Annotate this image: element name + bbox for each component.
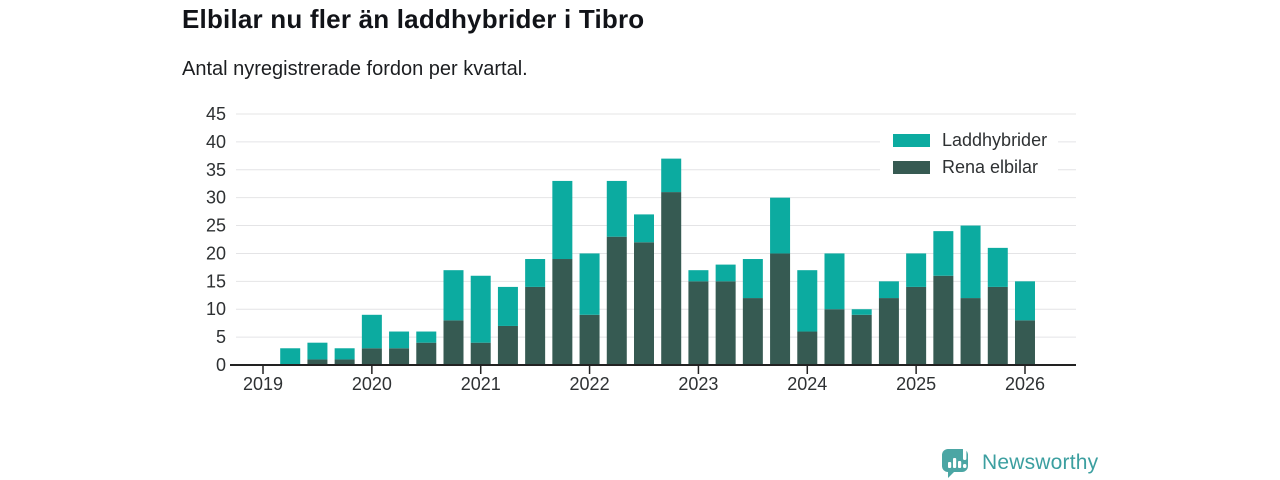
x-tick-label: 2021 [461,374,501,394]
bar-segment [742,298,763,365]
bar-segment [1014,281,1035,321]
x-tick-label: 2026 [1005,374,1045,394]
x-tick-label: 2022 [570,374,610,394]
bar-segment [443,270,464,321]
footer-brand: Newsworthy [941,446,1098,479]
bar-segment [688,270,709,282]
bar-segment [824,253,845,310]
bar-segment [579,253,600,315]
bar-segment [851,309,872,315]
y-axis-labels: 0 5 10 15 20 25 30 35 40 45 [206,104,226,375]
bar-segment [1014,320,1035,365]
bar-segment [443,320,464,365]
bar-segment [334,348,355,360]
y-tick-label: 35 [206,160,226,180]
bar-segment [606,236,627,365]
legend: Laddhybrider Rena elbilar [880,126,1058,184]
y-tick-label: 25 [206,216,226,236]
y-tick-label: 0 [216,355,226,375]
bar-segment [552,259,573,365]
x-tick-label: 2019 [243,374,283,394]
stacked-bar-chart: 2019 2020 2021 2022 2023 2024 2025 202605101520… [206,104,1076,394]
bar-segment [960,298,981,365]
bar-segment [661,158,682,193]
bar-segment [606,180,627,237]
bar-segment [470,275,491,343]
bar-segment [579,314,600,365]
y-tick-label: 40 [206,132,226,152]
bar-segment [307,342,328,360]
brand-name: Newsworthy [982,450,1099,474]
bar-segment [470,342,491,365]
bar-segment [634,242,654,365]
bar-segment [851,314,872,365]
y-tick-label: 30 [206,188,226,208]
bar-segment [634,214,654,243]
y-tick-label: 15 [206,271,226,291]
legend-label: Rena elbilar [942,157,1038,177]
bar-segment [878,298,899,365]
y-gridlines [236,113,1076,338]
bar-segment [334,359,355,365]
x-tick-label: 2025 [896,374,936,394]
bar-segment [307,359,328,365]
bar-segment [742,259,763,299]
bar-segment [987,247,1008,287]
bar-segment [497,286,518,326]
y-tick-label: 10 [206,299,226,319]
bar-segment [906,253,927,287]
y-tick-label: 45 [206,104,226,124]
bar-segment [987,286,1008,365]
bar-segment [661,192,682,365]
bar-segment [715,264,736,282]
x-tick-label: 2024 [787,374,827,394]
x-axis-labels: 2019 2020 2021 2022 2023 2024 2025 2026 [243,366,1045,394]
bar-segment [878,281,899,299]
x-tick-label: 2023 [678,374,718,394]
chart-title: Elbilar nu fler än laddhybrider i Tibro [182,4,645,34]
bar-segment [525,286,546,365]
legend-swatch [893,134,930,147]
bar-segment [416,342,437,365]
bar-segment [389,348,410,365]
bar-segment [280,348,301,365]
y-tick-label: 5 [216,327,226,347]
bar-segment [933,275,954,365]
y-tick-label: 20 [206,243,226,263]
bar-segment [770,253,791,365]
bar-segment [797,270,818,332]
legend-label: Laddhybrider [942,130,1047,150]
bar-segment [389,331,410,349]
bar-segment [770,197,791,254]
bar-segment [960,225,981,299]
bar-segment [933,231,954,276]
bar-segment [416,331,437,343]
bar-segment [361,314,382,349]
bar-segment [525,259,546,287]
x-tick-label: 2020 [352,374,392,394]
bar-segment [688,281,709,365]
bar-segment [497,325,518,365]
bars [280,158,1035,365]
bar-segment [906,286,927,365]
bar-segment [552,180,573,260]
bar-segment [361,348,382,365]
bar-segment [715,281,736,365]
legend-swatch [893,161,930,174]
bar-segment [824,309,845,365]
newsworthy-logo-icon [941,446,973,479]
chart-subtitle: Antal nyregistrerade fordon per kvartal. [182,58,528,80]
bar-segment [797,331,818,365]
